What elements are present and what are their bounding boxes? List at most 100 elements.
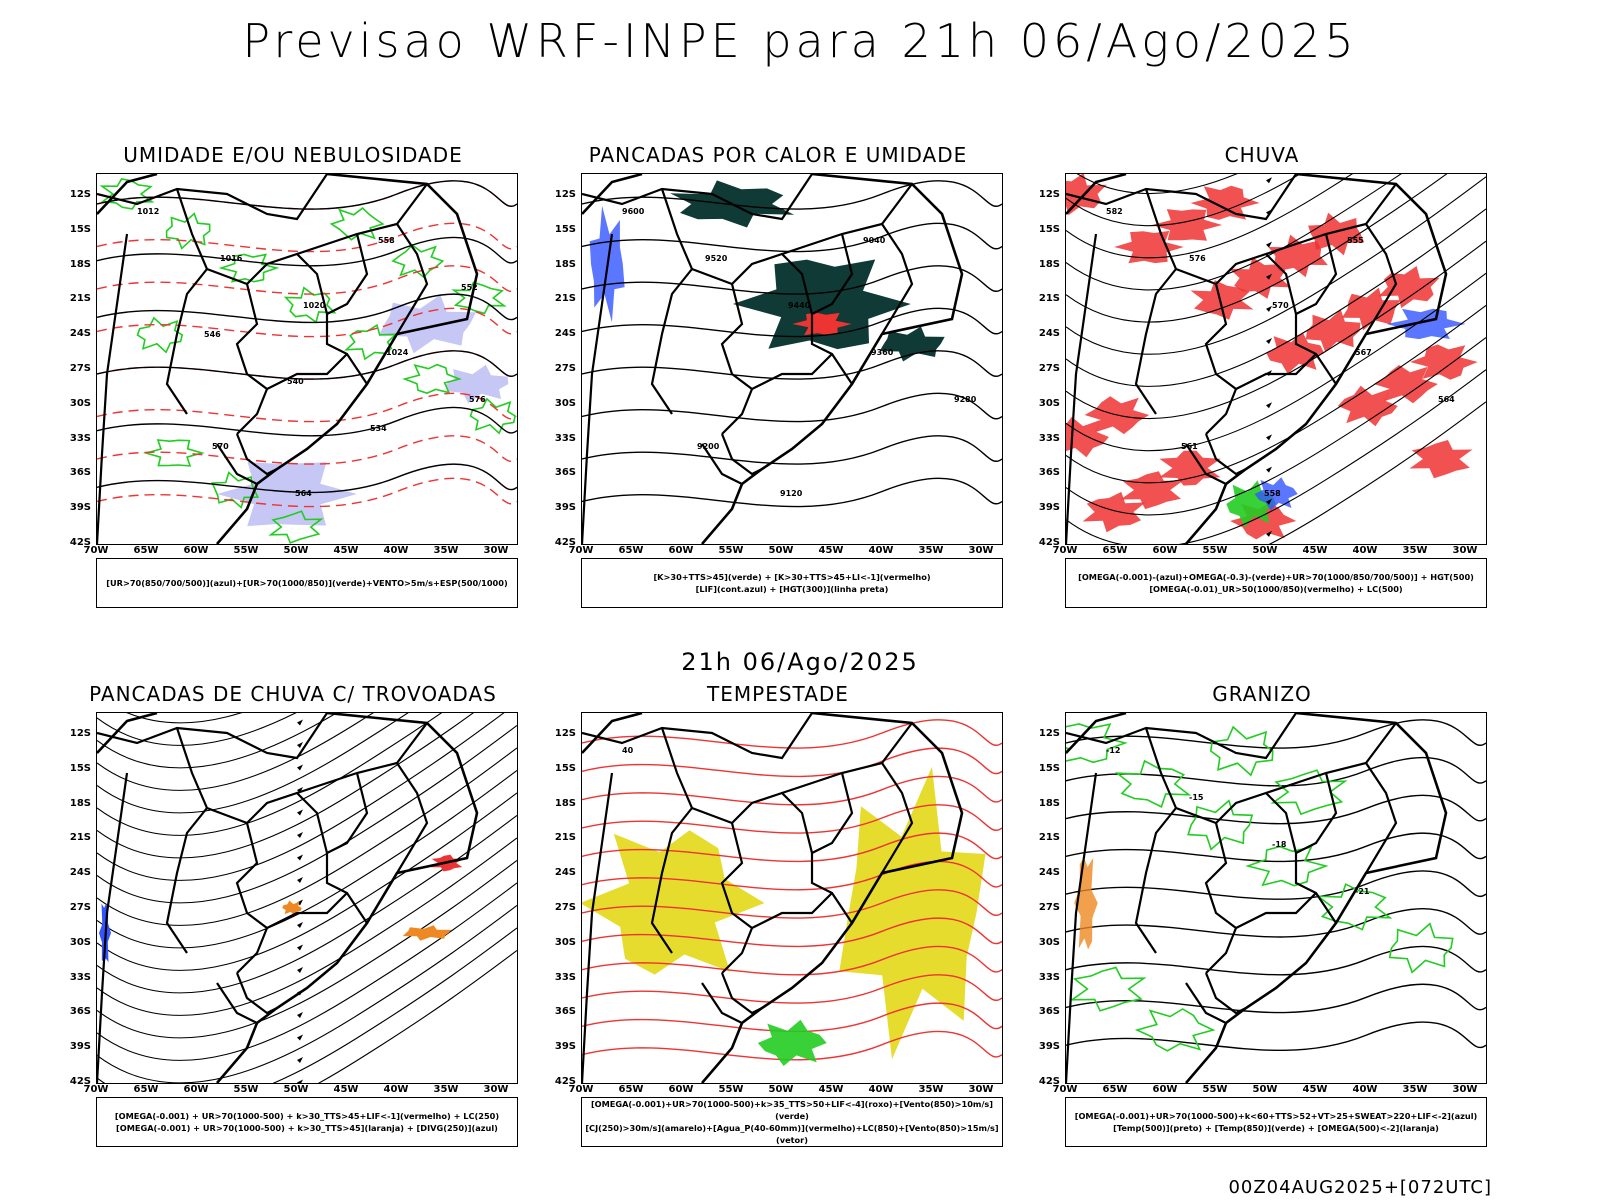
lat-tick: 21S — [554, 293, 576, 305]
temp500-contour — [1066, 1021, 1486, 1051]
lat-tick: 18S — [69, 797, 91, 809]
lat-tick: 15S — [554, 762, 576, 774]
lat-tick: 39S — [554, 502, 576, 514]
thickness-contour — [97, 392, 517, 423]
lat-tick: 21S — [554, 832, 576, 844]
lat-tick: 15S — [1038, 223, 1060, 235]
lon-tick: 40W — [1352, 545, 1378, 556]
panel-title: TEMPESTADE — [707, 682, 849, 706]
contour-label: -21 — [1355, 887, 1370, 896]
thickness-contour — [97, 222, 517, 253]
hgt500-line — [1066, 174, 1353, 259]
lon-tick: 40W — [868, 545, 894, 556]
panel-umidade: UMIDADE E/OU NEBULOSIDADE 1012 1016 1020 102… — [43, 143, 543, 633]
lon-tick: 30W — [968, 1084, 994, 1095]
lat-tick: 27S — [1038, 902, 1060, 913]
lon-tick: 55W — [718, 545, 744, 556]
hgt300-contour — [582, 265, 1002, 295]
temp850-contour — [1066, 723, 1128, 764]
rain-area — [1120, 471, 1184, 510]
hgt500-line-arrow — [1266, 530, 1272, 537]
contour-label: 558 — [1264, 489, 1281, 498]
lat-tick: 33S — [1038, 432, 1060, 444]
lat-tick: 33S — [69, 432, 91, 444]
contour-label: 1016 — [220, 254, 243, 263]
shower-area — [282, 900, 302, 916]
contour-label: 1024 — [386, 348, 409, 357]
lon-tick: 60W — [668, 545, 694, 556]
streamline-850 — [582, 775, 1002, 806]
contour-label: 9600 — [622, 207, 645, 216]
lat-tick: 36S — [69, 467, 91, 479]
lat-tick: 12S — [554, 189, 576, 200]
rain-area — [1337, 385, 1398, 427]
hgt500-line-arrow — [1266, 434, 1272, 441]
streamline-arrow — [297, 832, 303, 838]
streamline — [97, 860, 517, 1039]
lat-tick: 42S — [554, 1076, 576, 1087]
hgt500-line — [1268, 401, 1486, 544]
lon-tick: 45W — [818, 545, 844, 556]
legend-line: [OMEGA(-0.001) + UR>70(1000-500) + k>30_… — [116, 1123, 498, 1133]
contour-label: 9520 — [705, 254, 728, 263]
lon-tick: 50W — [283, 1084, 309, 1095]
contour-label: 576 — [1189, 254, 1206, 263]
temp500-contour — [1066, 908, 1486, 938]
streamline-arrow — [297, 764, 303, 771]
streamline-arrow — [297, 967, 303, 973]
streamline-850 — [582, 889, 1002, 919]
lon-tick: 70W — [568, 1084, 594, 1095]
lon-tick: 70W — [1052, 1084, 1078, 1095]
contour-label: -18 — [1272, 840, 1287, 849]
contour-label: 582 — [1106, 207, 1123, 216]
lon-tick: 70W — [568, 545, 594, 556]
rh-low-contour — [402, 363, 462, 394]
lat-tick: 36S — [1038, 1006, 1060, 1018]
thickness-contour — [97, 265, 517, 295]
lat-tick: 12S — [69, 189, 91, 200]
rh-low-contour — [165, 212, 211, 250]
contour-label: 558 — [378, 236, 395, 245]
lon-tick: 40W — [383, 545, 409, 556]
hgt300-contour — [582, 392, 1002, 423]
lat-tick: 15S — [69, 223, 91, 235]
panel-tempestade: TEMPESTADE 40 12S 15S 18S 21S 24S 27S 30S 33S 36S 3… — [528, 682, 1028, 1172]
lon-tick: 65W — [133, 1084, 159, 1095]
streamline — [97, 770, 517, 949]
legend-line: [OMEGA(-0.001) + UR>70(1000-500) + k>30_… — [114, 1111, 500, 1121]
jet-area — [839, 766, 986, 1060]
lon-tick: 55W — [1202, 1084, 1228, 1095]
map-svg — [97, 713, 517, 1083]
lat-tick: 39S — [1038, 1041, 1060, 1053]
lon-tick: 70W — [1052, 545, 1078, 556]
streamline — [97, 713, 338, 769]
temp500-contour — [1066, 870, 1486, 900]
temp850-contour — [1134, 1008, 1216, 1052]
hgt300-contour — [582, 350, 1002, 380]
map-svg: 9600 9520 9440 9360 9280 9200 9120 9040 — [582, 174, 1002, 544]
jet-area — [582, 830, 765, 975]
lat-tick: 30S — [554, 397, 576, 409]
contour-label: 9200 — [697, 442, 720, 451]
lat-tick: 27S — [554, 363, 576, 374]
thickness-contour — [97, 307, 517, 338]
streamline-arrow — [297, 809, 303, 816]
streamline — [97, 713, 297, 746]
lat-tick: 12S — [69, 728, 91, 739]
lat-tick: 24S — [554, 867, 576, 879]
streamline — [97, 713, 374, 791]
lon-tick: 55W — [718, 1084, 744, 1095]
panel-legend: [OMEGA(-0.001)-(azul)+OMEGA(-0.3)-(verde… — [1065, 558, 1487, 608]
hgt300-contour — [582, 477, 1002, 508]
contour-label: 567 — [1355, 348, 1372, 357]
hgt500-line-arrow — [1266, 305, 1272, 312]
temp500-contour — [1066, 945, 1486, 976]
lat-tick: 39S — [554, 1041, 576, 1053]
lon-tick: 35W — [1402, 545, 1428, 556]
omega-area — [1386, 308, 1466, 340]
map-area: 9600 9520 9440 9360 9280 9200 9120 9040 — [581, 173, 1003, 545]
lon-tick: 45W — [333, 1084, 359, 1095]
streamline-850 — [582, 832, 1002, 863]
hgt500-line — [1066, 304, 1486, 484]
lat-tick: 27S — [69, 363, 91, 374]
